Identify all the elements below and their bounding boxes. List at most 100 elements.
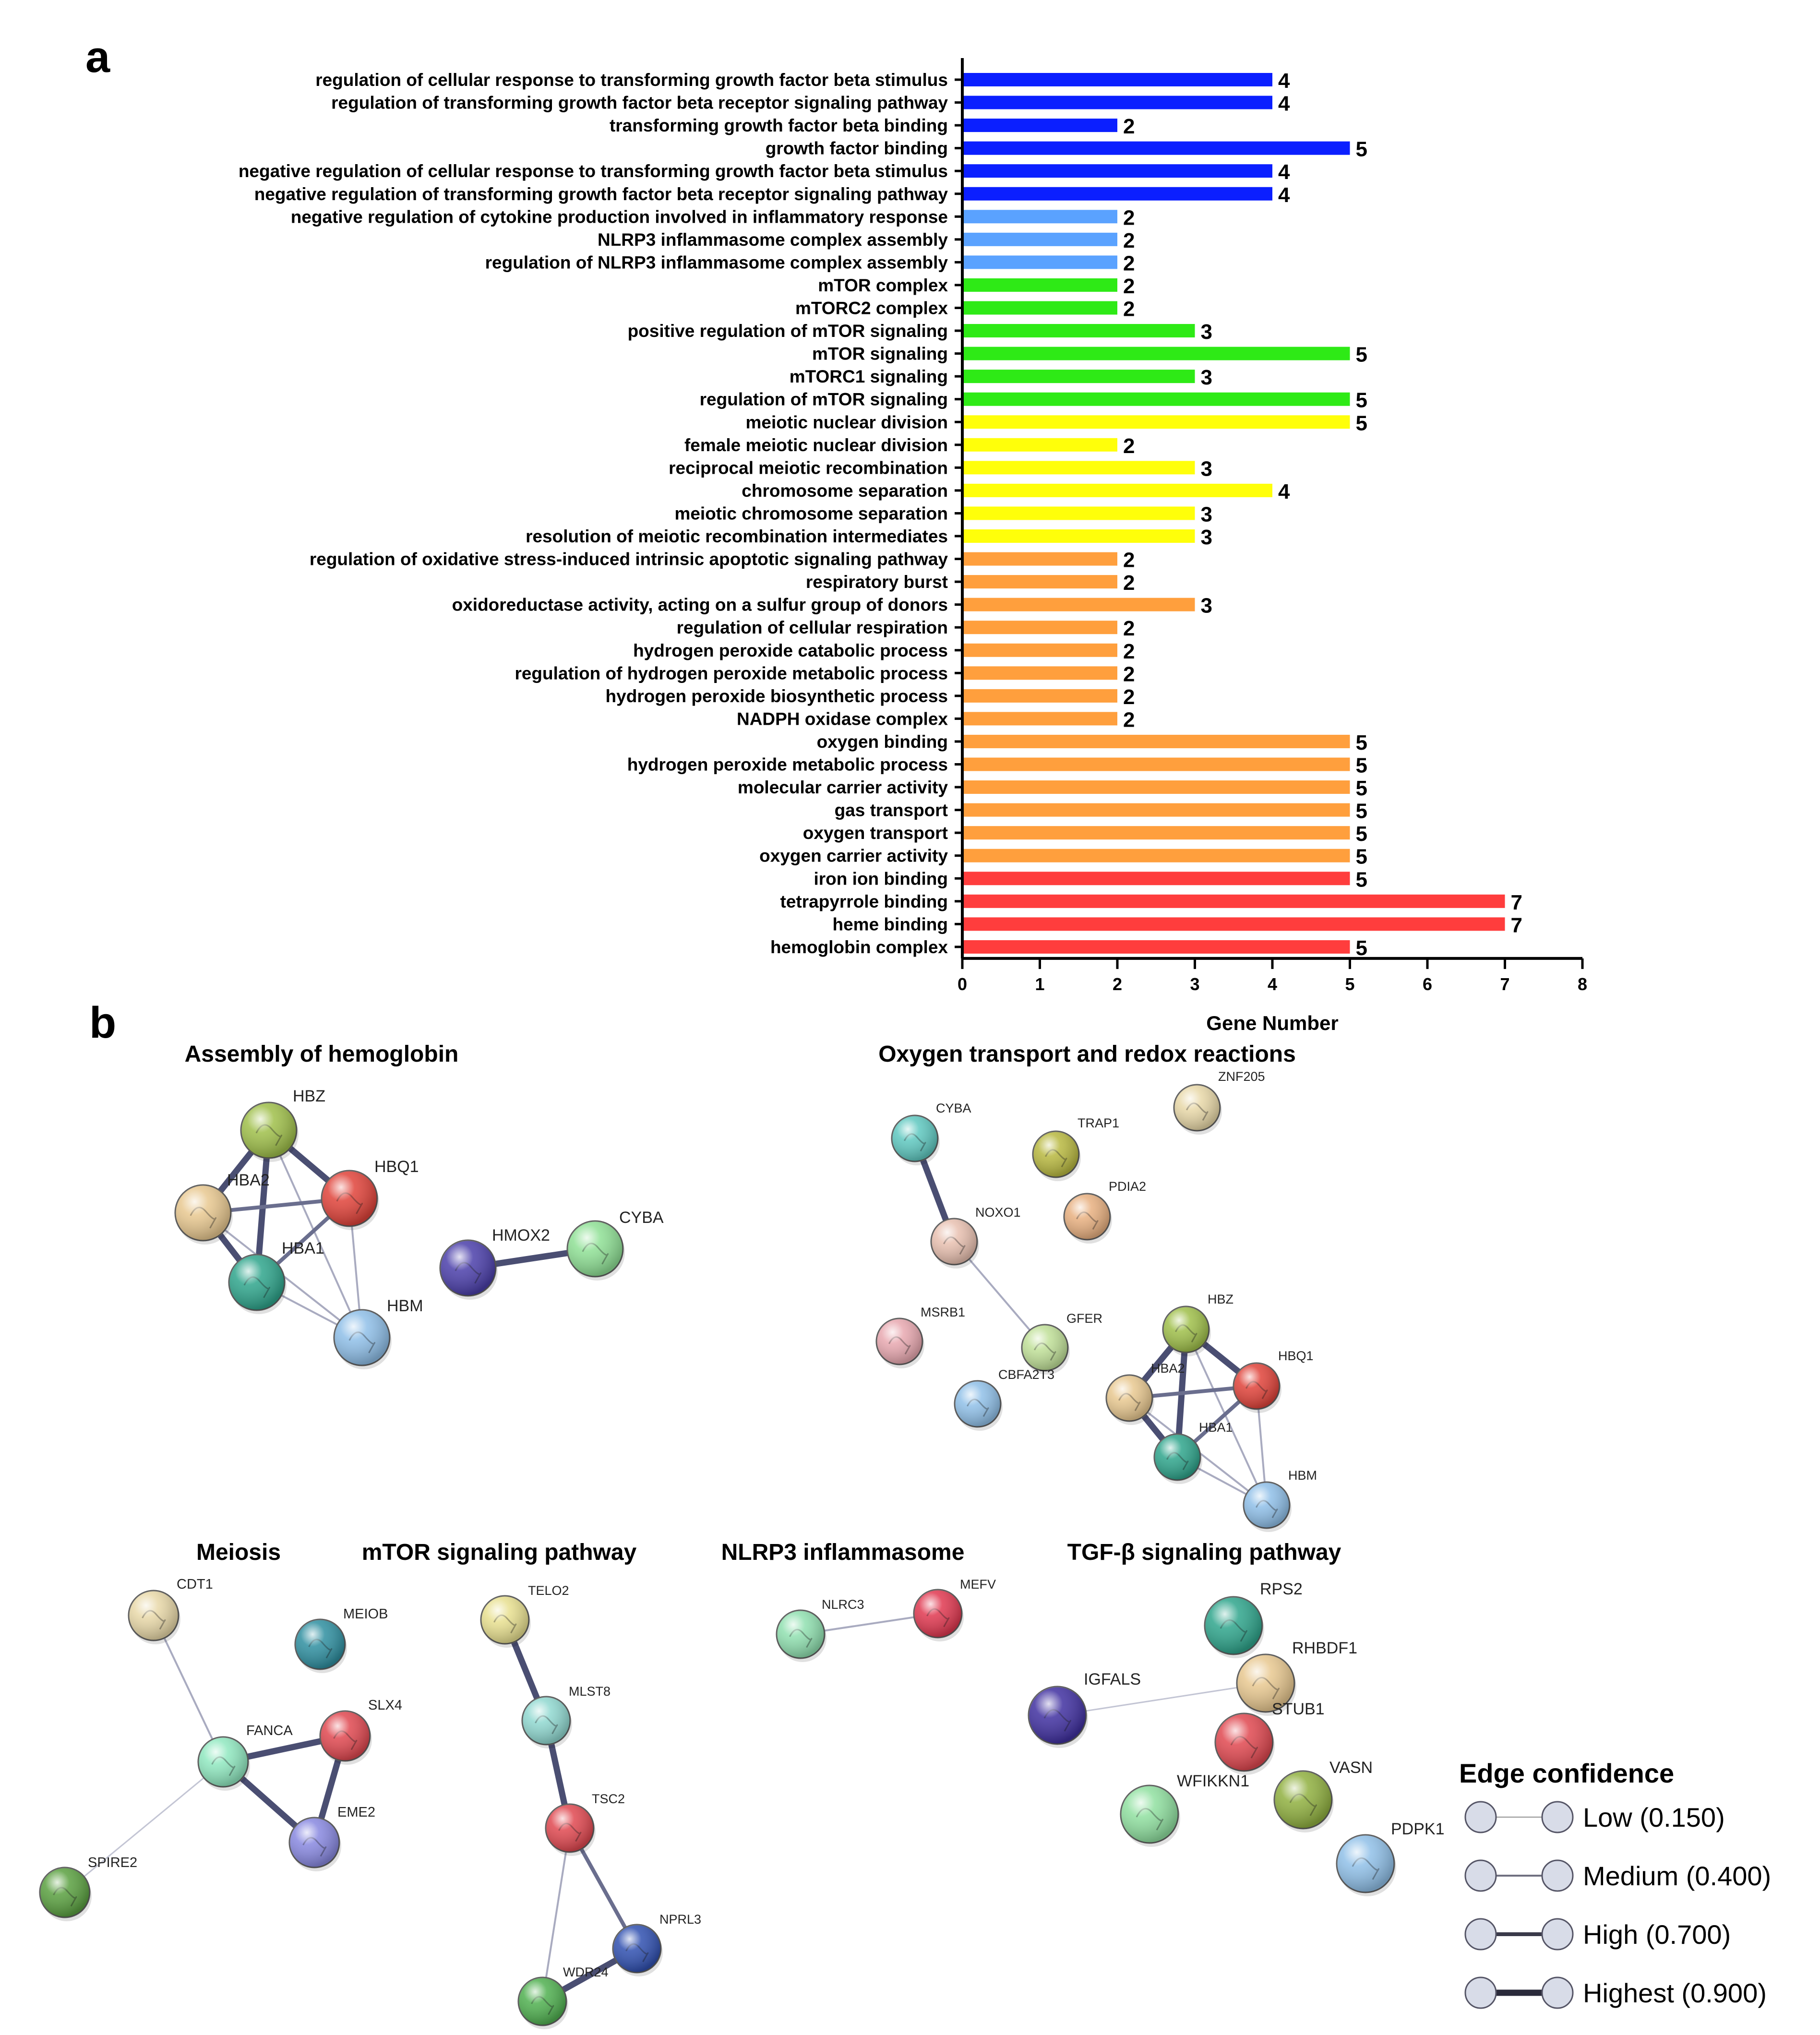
edge-tsc2-wdr24 [541, 1827, 571, 2002]
x-tick-label: 6 [1423, 974, 1432, 994]
node-igfals[interactable]: IGFALS [1028, 1670, 1141, 1748]
node-hba1[interactable]: HBA1 [1153, 1420, 1233, 1484]
node-highlight [777, 1610, 825, 1658]
node-hmox2[interactable]: HMOX2 [439, 1226, 550, 1300]
bar-hydrogen-peroxide-metabolic-process [962, 757, 1350, 771]
bar-oxygen-transport [962, 826, 1350, 840]
bar-nlrp3-inflammasome-complex-assembly [962, 232, 1117, 246]
node-mefv[interactable]: MEFV [913, 1577, 996, 1641]
x-tick-label: 8 [1578, 974, 1587, 994]
node-hba2[interactable]: HBA2 [1105, 1361, 1185, 1425]
node-vasn[interactable]: VASN [1273, 1759, 1373, 1832]
bar-regulation-of-cellular-response-to-transforming-growth-factor-beta-stimulus [962, 73, 1272, 86]
node-highlight [241, 1102, 297, 1158]
category-label: reciprocal meiotic recombination [669, 458, 948, 478]
bar-negative-regulation-of-cellular-response-to-transforming-growth-factor-beta-stimulus [962, 164, 1272, 178]
node-meiob[interactable]: MEIOB [294, 1606, 388, 1673]
legend-label: Highest (0.900) [1583, 1978, 1767, 2008]
node-label: PDPK1 [1391, 1820, 1445, 1838]
node-label: ZNF205 [1218, 1069, 1265, 1084]
network-title: Oxygen transport and redox reactions [878, 1041, 1296, 1067]
node-label: VASN [1329, 1759, 1373, 1777]
edge-fanca-spire2 [64, 1761, 224, 1893]
category-label: regulation of NLRP3 inflammasome complex… [485, 252, 948, 272]
bar-regulation-of-nlrp3-inflammasome-complex-assembly [962, 255, 1117, 269]
category-label: negative regulation of cytokine producti… [291, 207, 948, 227]
node-hbz[interactable]: HBZ [1162, 1292, 1233, 1356]
category-label: molecular carrier activity [738, 778, 948, 797]
node-label: PDIA2 [1109, 1179, 1146, 1194]
node-tsc2[interactable]: TSC2 [545, 1792, 625, 1856]
node-highlight [876, 1318, 922, 1365]
edge-hbz-hbm [268, 1129, 363, 1339]
node-rhbdf1[interactable]: RHBDF1 [1236, 1639, 1357, 1716]
node-cdt1[interactable]: CDT1 [128, 1577, 213, 1644]
node-highlight [955, 1381, 1001, 1427]
bar-iron-ion-binding [962, 872, 1350, 886]
node-hba2[interactable]: HBA2 [174, 1171, 270, 1245]
node-slx4[interactable]: SLX4 [319, 1698, 402, 1765]
node-cyba[interactable]: CYBA [566, 1209, 664, 1281]
node-hbm[interactable]: HBM [333, 1297, 423, 1369]
category-label: mTOR complex [818, 275, 948, 295]
category-label: iron ion binding [814, 869, 948, 888]
node-pdia2[interactable]: PDIA2 [1063, 1179, 1146, 1244]
node-wfikkn1[interactable]: WFIKKN1 [1120, 1772, 1249, 1847]
category-label: heme binding [833, 914, 948, 934]
node-highlight [334, 1310, 390, 1365]
node-fanca[interactable]: FANCA [197, 1723, 293, 1791]
node-telo2[interactable]: TELO2 [480, 1583, 569, 1648]
node-highlight [295, 1619, 345, 1669]
node-mlst8[interactable]: MLST8 [521, 1684, 611, 1748]
node-hba1[interactable]: HBA1 [228, 1239, 324, 1314]
node-cyba[interactable]: CYBA [891, 1101, 971, 1165]
value-label: 5 [1356, 777, 1367, 800]
network-title: NLRP3 inflammasome [721, 1540, 965, 1565]
category-label: regulation of cellular respiration [677, 618, 948, 637]
node-rps2[interactable]: RPS2 [1204, 1580, 1303, 1658]
category-label: negative regulation of cellular response… [239, 161, 948, 181]
value-label: 5 [1356, 845, 1367, 869]
node-highlight [1121, 1785, 1178, 1843]
node-spire2[interactable]: SPIRE2 [39, 1855, 137, 1921]
value-label: 2 [1123, 206, 1135, 229]
node-pdpk1[interactable]: PDPK1 [1336, 1820, 1445, 1896]
category-label: growth factor binding [766, 139, 948, 158]
node-gfer[interactable]: GFER [1021, 1311, 1102, 1375]
category-label: hydrogen peroxide biosynthetic process [606, 686, 948, 706]
protein-networks: Assembly of hemoglobin HBZ HBA2 HBQ1 HBA1 HBM… [39, 1041, 1445, 2029]
node-label: HMOX2 [492, 1226, 550, 1245]
node-cbfa2t3[interactable]: CBFA2T3 [954, 1367, 1054, 1431]
node-trap1[interactable]: TRAP1 [1032, 1116, 1119, 1181]
node-eme2[interactable]: EME2 [288, 1805, 375, 1871]
node-hbq1[interactable]: HBQ1 [1233, 1349, 1314, 1413]
node-nprl3[interactable]: NPRL3 [612, 1912, 701, 1976]
bar-transforming-growth-factor-beta-binding [962, 119, 1117, 132]
node-label: NOXO1 [975, 1205, 1021, 1220]
node-msrb1[interactable]: MSRB1 [875, 1305, 965, 1368]
node-znf205[interactable]: ZNF205 [1173, 1069, 1265, 1135]
node-stub1[interactable]: STUB1 [1214, 1700, 1325, 1775]
node-highlight [1233, 1363, 1280, 1409]
category-labels: regulation of cellular response to trans… [239, 70, 948, 957]
node-hbz[interactable]: HBZ [240, 1087, 325, 1162]
edge-confidence-legend: Edge confidence Low (0.150) Medium (0.400… [1459, 1758, 1771, 2009]
node-wdr24[interactable]: WDR24 [517, 1965, 609, 2029]
bar-heme-binding [962, 917, 1505, 931]
node-label: WDR24 [563, 1965, 609, 1979]
category-label: regulation of mTOR signaling [700, 390, 948, 409]
node-hbq1[interactable]: HBQ1 [321, 1158, 419, 1230]
value-label: 2 [1123, 662, 1135, 686]
node-label: CYBA [936, 1101, 971, 1115]
node-label: SPIRE2 [88, 1855, 137, 1870]
node-nlrc3[interactable]: NLRC3 [776, 1597, 864, 1662]
node-noxo1[interactable]: NOXO1 [930, 1205, 1021, 1269]
value-label: 4 [1278, 183, 1290, 207]
node-label: TELO2 [528, 1583, 569, 1598]
value-label: 2 [1123, 617, 1135, 640]
node-hbm[interactable]: HBM [1243, 1468, 1317, 1532]
network-meiosis: Meiosis CDT1 MEIOB SLX4 FANCA EME2 SPIRE2 [39, 1540, 402, 1921]
node-label: MEFV [960, 1577, 996, 1592]
value-label: 2 [1123, 275, 1135, 298]
legend-label: High (0.700) [1583, 1919, 1731, 1950]
